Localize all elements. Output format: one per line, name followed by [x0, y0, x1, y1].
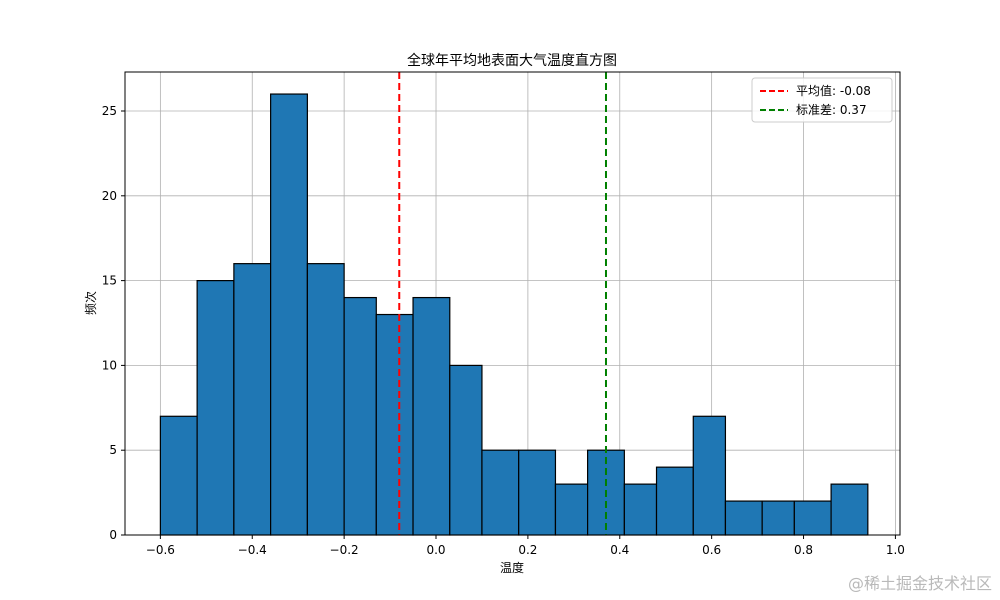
y-tick-label: 0	[109, 528, 117, 542]
histogram-bar	[449, 364, 483, 536]
histogram-bar	[623, 483, 658, 536]
axes	[124, 71, 901, 536]
x-tick-label: 0.6	[702, 543, 721, 557]
histogram-bar	[518, 449, 557, 536]
chart-title: 全球年平均地表面大气温度直方图	[407, 52, 617, 69]
x-tick-label: 0.8	[794, 543, 813, 557]
x-axis-title: 温度	[500, 560, 524, 575]
histogram-bar	[692, 415, 727, 536]
y-tick-label: 15	[102, 274, 117, 288]
histogram-bar	[343, 296, 377, 536]
histogram-bar	[412, 296, 451, 536]
histogram-bar	[724, 500, 763, 536]
x-tick-label: 0.2	[518, 543, 537, 557]
reference-lines	[398, 72, 607, 535]
x-tick-label: 0.4	[610, 543, 629, 557]
plot-frame	[124, 71, 901, 536]
x-axis-ticks: −0.6 −0.4 −0.2 0.0 0.2 0.4 0.6 0.8 1.0	[146, 535, 905, 557]
histogram-bar	[554, 483, 589, 536]
x-tick-label: −0.6	[146, 543, 175, 557]
legend-mean-label: 平均值: -0.08	[796, 83, 871, 98]
legend-std-label: 标准差: 0.37	[796, 103, 867, 117]
histogram-bars	[159, 93, 869, 536]
y-tick-label: 5	[109, 443, 117, 457]
watermark: @稀土掘金技术社区	[847, 574, 992, 593]
histogram-bar	[761, 500, 795, 536]
y-axis-title: 频次	[84, 291, 98, 315]
histogram-bar	[306, 263, 345, 536]
histogram-bar	[830, 483, 869, 536]
x-tick-label: 0.0	[426, 543, 445, 557]
x-tick-label: −0.2	[330, 543, 359, 557]
histogram-bar	[159, 415, 198, 536]
y-tick-label: 20	[102, 189, 117, 203]
legend: 平均值: -0.08 标准差: 0.37	[751, 77, 893, 123]
histogram-bar	[655, 466, 694, 536]
histogram-bar	[196, 280, 235, 536]
histogram-bar	[793, 500, 832, 536]
y-axis-ticks: 0 5 10 15 20 25	[102, 104, 125, 542]
y-tick-label: 25	[102, 104, 117, 118]
x-tick-label: −0.4	[238, 543, 267, 557]
x-tick-label: 1.0	[886, 543, 905, 557]
y-tick-label: 10	[102, 358, 117, 372]
histogram-bar	[233, 263, 272, 536]
histogram-bar	[481, 449, 520, 536]
histogram-bar	[375, 313, 414, 536]
histogram-bar	[270, 93, 308, 536]
